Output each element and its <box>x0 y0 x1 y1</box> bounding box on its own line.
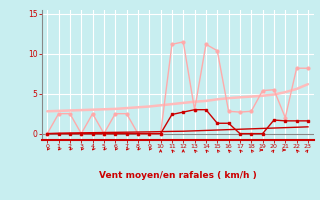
Text: Vent moyen/en rafales ( km/h ): Vent moyen/en rafales ( km/h ) <box>99 171 256 180</box>
